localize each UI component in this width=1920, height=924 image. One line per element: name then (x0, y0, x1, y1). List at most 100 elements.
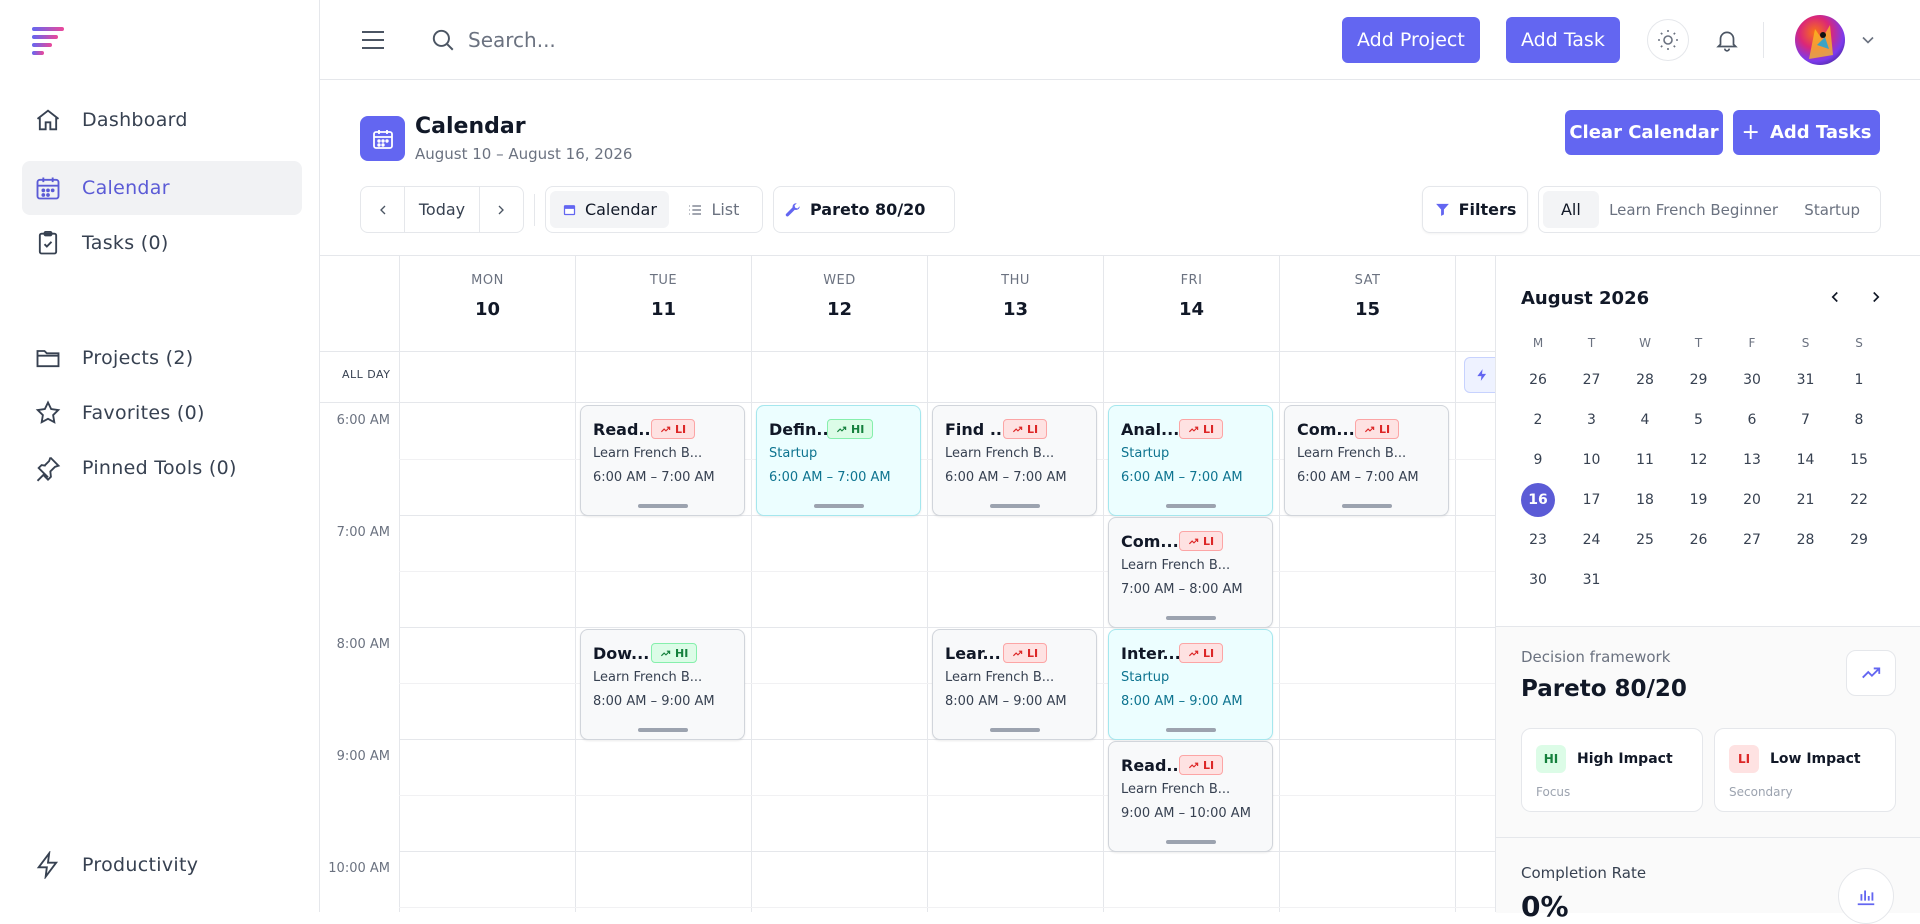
resize-handle[interactable] (1166, 728, 1216, 732)
tab-calendar-view[interactable]: Calendar (550, 191, 669, 228)
avatar[interactable] (1795, 15, 1845, 65)
framework-trend-button[interactable] (1846, 650, 1896, 696)
sidebar-item-dashboard[interactable]: Dashboard (22, 93, 302, 147)
mini-day[interactable]: 6 (1747, 412, 1757, 428)
mini-day-today[interactable]: 16 (1521, 483, 1555, 517)
app-logo-icon[interactable] (32, 26, 66, 56)
mini-day[interactable]: 14 (1796, 452, 1815, 468)
mini-day[interactable]: 31 (1796, 372, 1815, 388)
bell-icon[interactable] (1714, 27, 1740, 53)
clear-calendar-button[interactable]: Clear Calendar (1565, 110, 1723, 155)
day-header-sat[interactable]: SAT 15 (1279, 256, 1455, 352)
mini-day[interactable]: 20 (1743, 492, 1761, 508)
mini-day[interactable]: 17 (1582, 492, 1601, 508)
quick-schedule-button[interactable] (1464, 357, 1495, 393)
mini-day[interactable]: 26 (1529, 372, 1547, 388)
chevron-down-icon[interactable] (1858, 30, 1878, 50)
sidebar-item-pinned-tools[interactable]: Pinned Tools (0) (22, 441, 302, 495)
filter-tab-learn-french[interactable]: Learn French Beginner (1609, 200, 1779, 219)
next-week-button[interactable] (480, 187, 523, 232)
mini-day[interactable]: 18 (1636, 492, 1654, 508)
framework-select[interactable]: Pareto 80/20 (773, 186, 955, 233)
sidebar-item-favorites[interactable]: Favorites (0) (22, 386, 302, 440)
add-project-button[interactable]: Add Project (1342, 17, 1480, 63)
mini-day[interactable]: 12 (1689, 452, 1708, 468)
day-header-fri[interactable]: FRI 14 (1103, 256, 1279, 352)
resize-handle[interactable] (638, 728, 688, 732)
event-card[interactable]: Inter... LI Startup 8:00 AM – 9:00 AM (1108, 629, 1273, 740)
mini-day[interactable]: 1 (1854, 372, 1864, 388)
mini-day[interactable]: 27 (1743, 532, 1761, 548)
event-card[interactable]: Find ... LI Learn French B... 6:00 AM – 7:0… (932, 405, 1097, 516)
mini-day[interactable]: 28 (1796, 532, 1815, 548)
sidebar-item-projects[interactable]: Projects (2) (22, 331, 302, 385)
event-card[interactable]: Com... LI Learn French B... 6:00 AM – 7:00 … (1284, 405, 1449, 516)
mini-day[interactable]: 26 (1689, 532, 1708, 548)
mini-next-month-icon[interactable] (1867, 288, 1885, 306)
completion-chart-button[interactable] (1838, 868, 1894, 924)
mini-day[interactable]: 25 (1636, 532, 1654, 548)
resize-handle[interactable] (990, 728, 1040, 732)
mini-day[interactable]: 19 (1689, 492, 1708, 508)
mini-day[interactable]: 10 (1582, 452, 1601, 468)
mini-day[interactable]: 13 (1743, 452, 1761, 468)
mini-day[interactable]: 2 (1533, 412, 1543, 428)
day-header-wed[interactable]: WED 12 (751, 256, 927, 352)
mini-day[interactable]: 29 (1850, 532, 1868, 548)
mini-day[interactable]: 3 (1587, 412, 1596, 428)
mini-day[interactable]: 30 (1529, 572, 1547, 588)
mini-day[interactable]: 11 (1636, 452, 1654, 468)
mini-day[interactable]: 31 (1582, 572, 1601, 588)
event-card[interactable]: Read... LI Learn French B... 6:00 AM – 7:00… (580, 405, 745, 516)
resize-handle[interactable] (1342, 504, 1392, 508)
today-button[interactable]: Today (418, 200, 466, 219)
resize-handle[interactable] (1166, 504, 1216, 508)
mini-day[interactable]: 30 (1743, 372, 1761, 388)
tab-list-view[interactable]: List (669, 191, 758, 228)
event-card[interactable]: Anal... LI Startup 6:00 AM – 7:00 AM (1108, 405, 1273, 516)
sidebar-item-calendar[interactable]: Calendar (22, 161, 302, 215)
event-card[interactable]: Lear... LI Learn French B... 8:00 AM – 9:00… (932, 629, 1097, 740)
mini-day[interactable]: 5 (1694, 412, 1703, 428)
filter-tab-all[interactable]: All (1543, 191, 1599, 228)
prev-week-button[interactable] (361, 187, 404, 232)
sidebar-item-tasks[interactable]: Tasks (0) (22, 216, 302, 270)
mini-day-of-week: T (1587, 336, 1596, 350)
add-tasks-button[interactable]: + Add Tasks (1733, 110, 1880, 155)
mini-day[interactable]: 29 (1689, 372, 1708, 388)
resize-handle[interactable] (814, 504, 864, 508)
mini-day[interactable]: 24 (1582, 532, 1601, 548)
calendar-icon (32, 172, 64, 204)
page-title: Calendar (415, 114, 526, 139)
resize-handle[interactable] (1166, 840, 1216, 844)
day-header-mon[interactable]: MON 10 (399, 256, 575, 352)
mini-day[interactable]: 27 (1582, 372, 1601, 388)
search-input[interactable] (468, 28, 868, 52)
event-card[interactable]: Dow... HI Learn French B... 8:00 AM – 9:00 … (580, 629, 745, 740)
menu-icon[interactable] (360, 27, 386, 53)
day-header-tue[interactable]: TUE 11 (575, 256, 751, 352)
mini-day[interactable]: 28 (1636, 372, 1654, 388)
resize-handle[interactable] (1166, 616, 1216, 620)
filter-tab-startup[interactable]: Startup (1804, 200, 1860, 219)
mini-day[interactable]: 22 (1850, 492, 1868, 508)
resize-handle[interactable] (990, 504, 1040, 508)
event-card[interactable]: Com... LI Learn French B... 7:00 AM – 8:00 … (1108, 517, 1273, 628)
mini-day[interactable]: 8 (1854, 412, 1864, 428)
day-header-thu[interactable]: THU 13 (927, 256, 1103, 352)
mini-day[interactable]: 21 (1796, 492, 1815, 508)
mini-prev-month-icon[interactable] (1826, 288, 1844, 306)
event-card[interactable]: Read... LI Learn French B... 9:00 AM – 10:0… (1108, 741, 1273, 852)
day-number: 12 (826, 299, 853, 320)
mini-day[interactable]: 4 (1640, 412, 1650, 428)
resize-handle[interactable] (638, 504, 688, 508)
filters-button[interactable]: Filters (1422, 186, 1528, 233)
mini-day[interactable]: 7 (1801, 412, 1810, 428)
mini-day[interactable]: 15 (1850, 452, 1868, 468)
mini-day[interactable]: 9 (1533, 452, 1543, 468)
theme-toggle-button[interactable] (1647, 19, 1689, 61)
mini-day[interactable]: 23 (1529, 532, 1547, 548)
add-task-button[interactable]: Add Task (1506, 17, 1620, 63)
event-card[interactable]: Defin... HI Startup 6:00 AM – 7:00 AM (756, 405, 921, 516)
sidebar-item-productivity[interactable]: Productivity (22, 838, 302, 892)
